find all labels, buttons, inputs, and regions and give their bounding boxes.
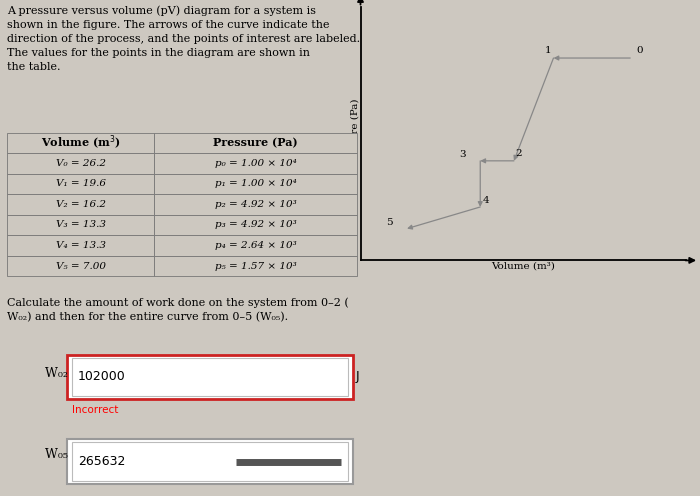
Text: 102000: 102000 <box>78 371 125 383</box>
FancyBboxPatch shape <box>67 355 354 399</box>
FancyBboxPatch shape <box>67 439 354 484</box>
Text: 2: 2 <box>515 149 522 158</box>
Text: 0: 0 <box>636 46 643 55</box>
Text: Calculate the amount of work done on the system from 0–2 (
W₀₂) and then for the: Calculate the amount of work done on the… <box>7 298 349 322</box>
Text: 3: 3 <box>459 150 466 159</box>
FancyBboxPatch shape <box>73 358 348 396</box>
Text: 265632: 265632 <box>78 455 125 468</box>
Text: 1: 1 <box>545 46 551 55</box>
Text: J: J <box>356 371 360 383</box>
Text: 4: 4 <box>483 196 489 205</box>
Y-axis label: Pressure (Pa): Pressure (Pa) <box>350 99 359 169</box>
X-axis label: Volume (m³): Volume (m³) <box>491 262 555 271</box>
FancyBboxPatch shape <box>73 442 348 481</box>
Text: Incorrect: Incorrect <box>73 405 119 415</box>
Text: W₀₅ =: W₀₅ = <box>45 448 83 461</box>
Text: 5: 5 <box>386 218 393 227</box>
Text: A pressure versus volume (pV) diagram for a system is
shown in the figure. The a: A pressure versus volume (pV) diagram fo… <box>7 5 360 71</box>
Text: W₀₂ =: W₀₂ = <box>45 368 82 380</box>
